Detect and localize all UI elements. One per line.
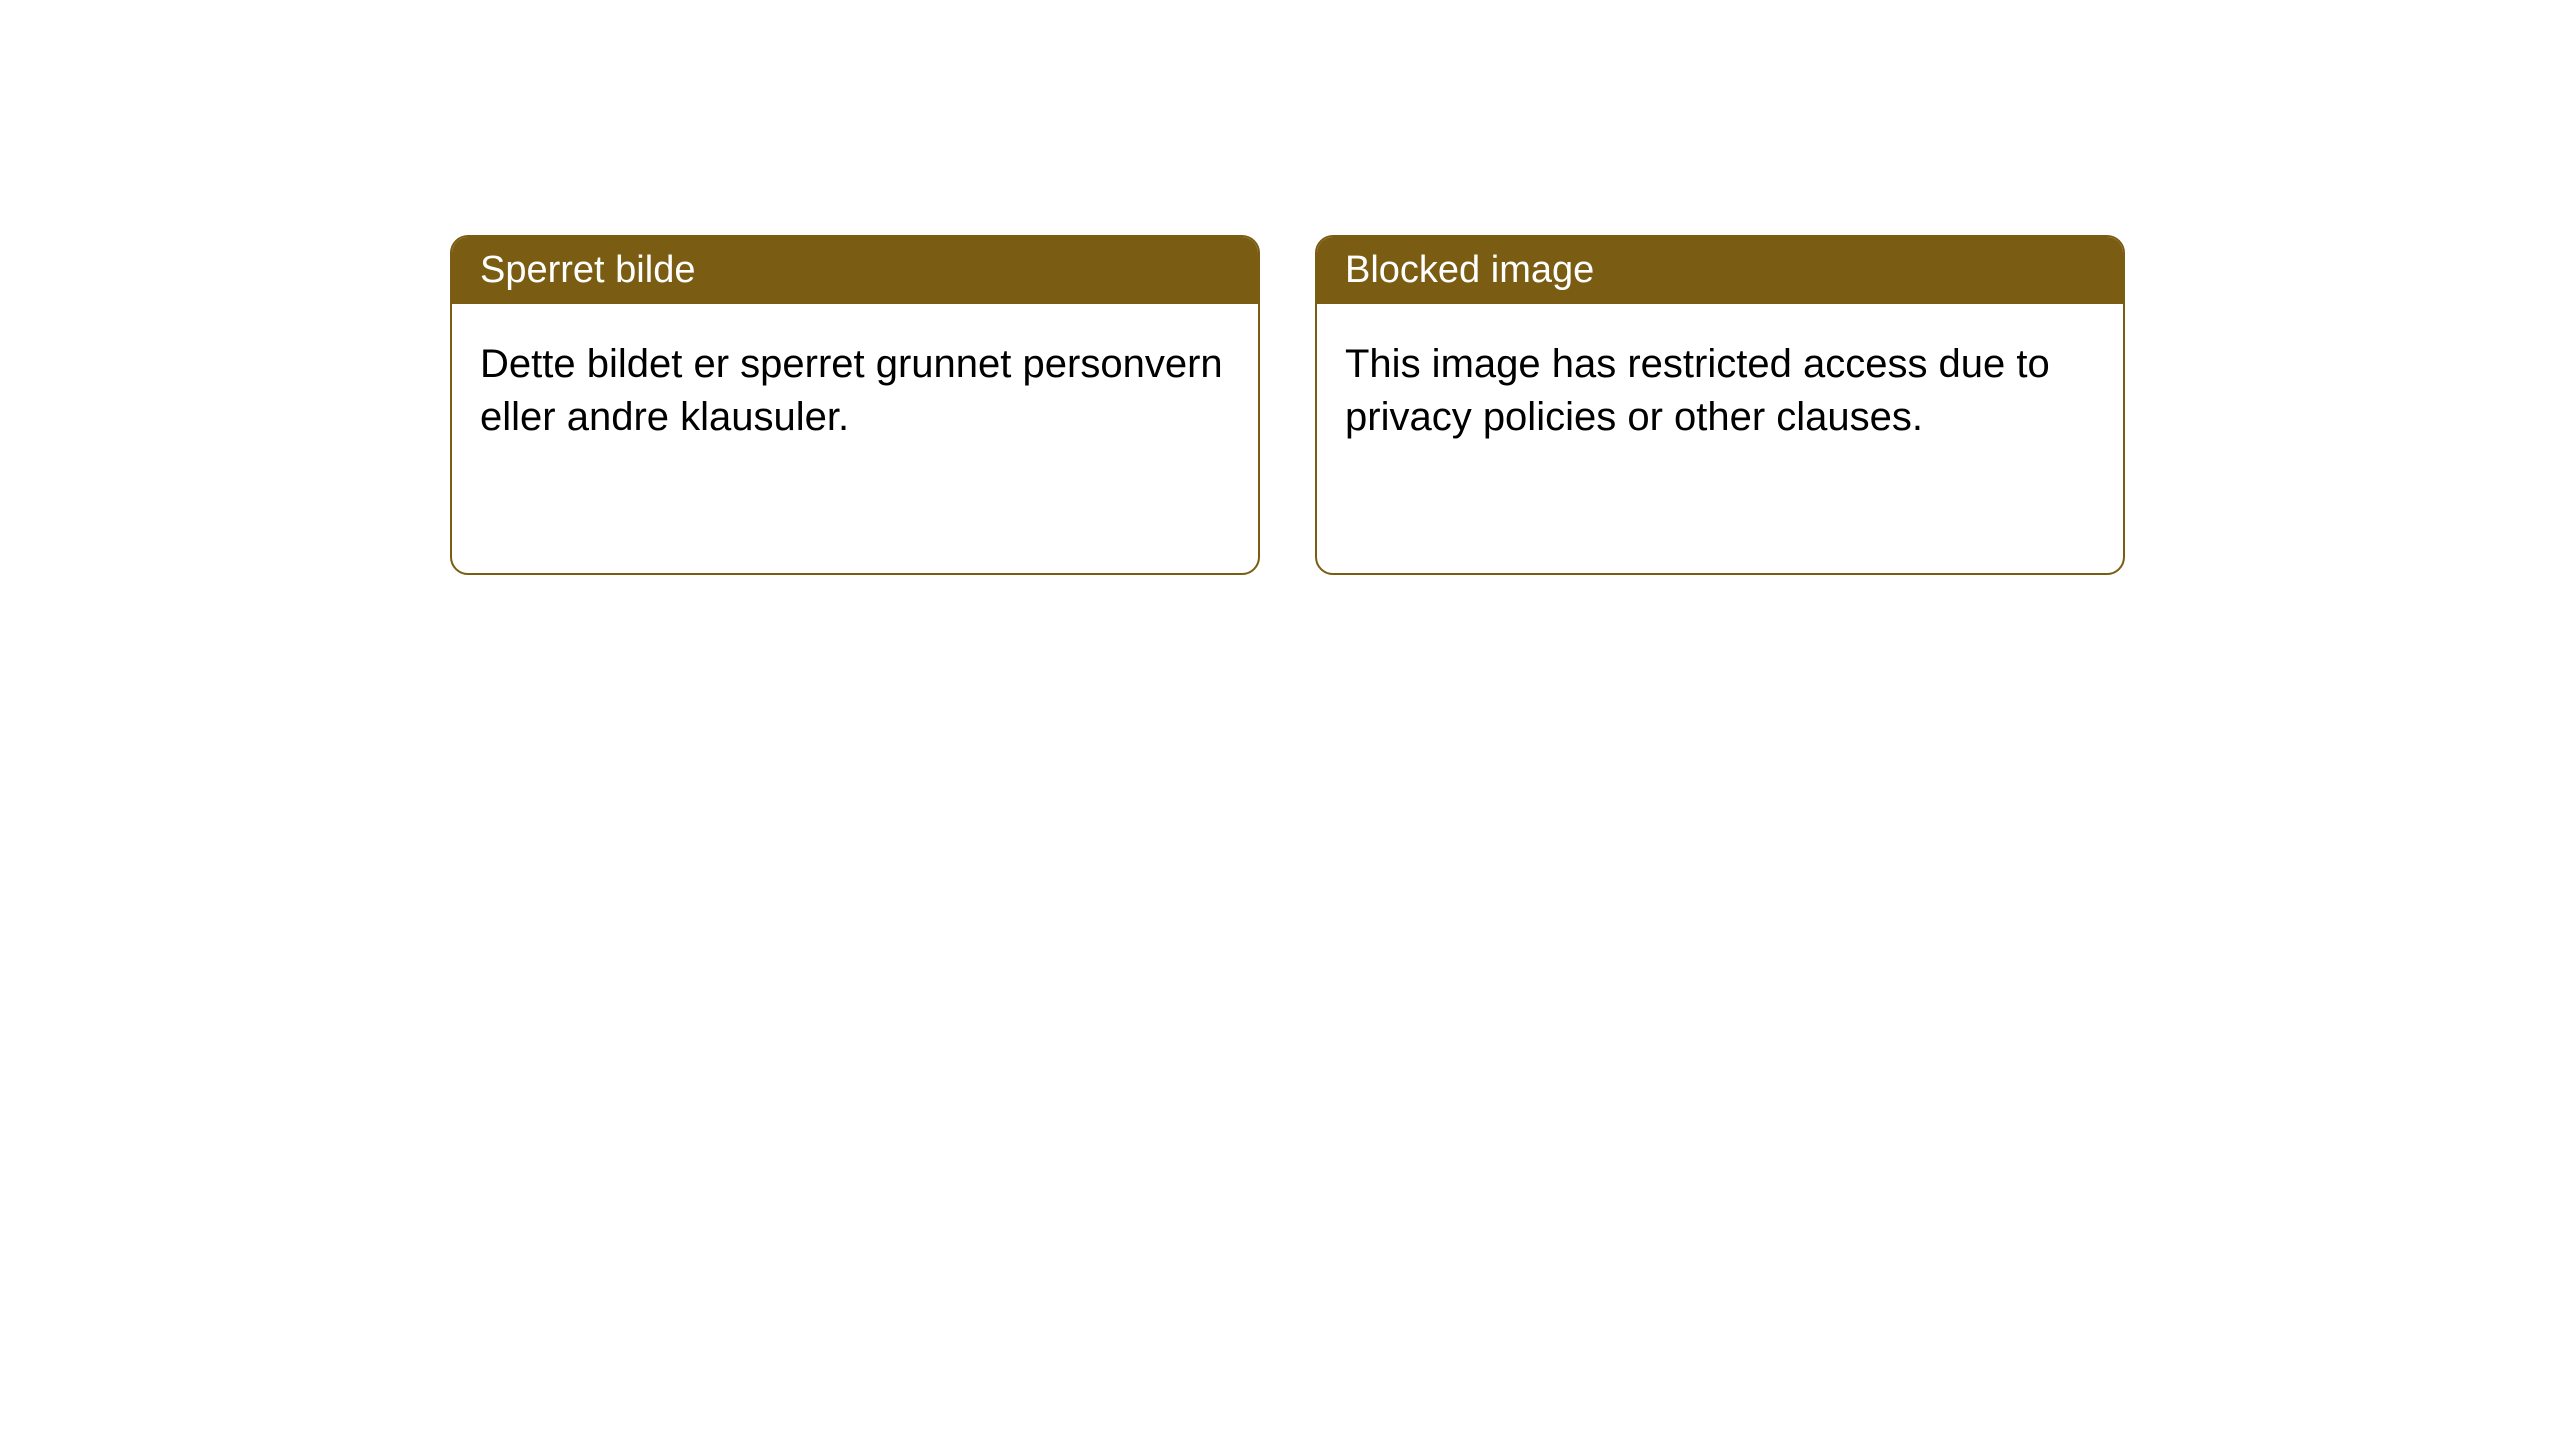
blocked-image-card-no: Sperret bilde Dette bildet er sperret gr… (450, 235, 1260, 575)
notice-container: Sperret bilde Dette bildet er sperret gr… (450, 235, 2125, 575)
blocked-image-card-en: Blocked image This image has restricted … (1315, 235, 2125, 575)
card-title: Blocked image (1345, 249, 1594, 291)
card-header: Blocked image (1317, 237, 2123, 304)
card-body: This image has restricted access due to … (1317, 304, 2123, 478)
card-header: Sperret bilde (452, 237, 1258, 304)
card-body-text: Dette bildet er sperret grunnet personve… (480, 342, 1223, 439)
card-body: Dette bildet er sperret grunnet personve… (452, 304, 1258, 478)
card-title: Sperret bilde (480, 249, 695, 291)
card-body-text: This image has restricted access due to … (1345, 342, 2050, 439)
